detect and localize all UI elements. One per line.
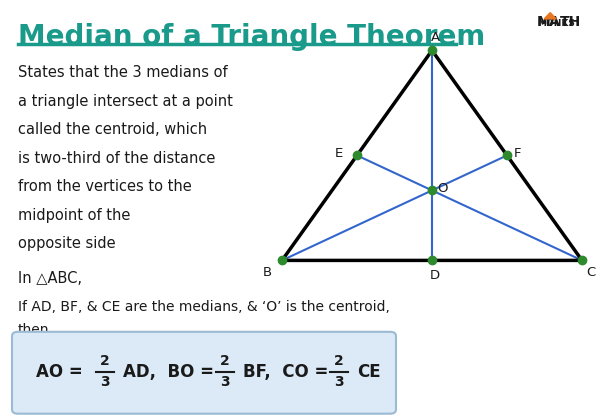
Text: 3: 3 [220, 375, 230, 389]
Text: In △ABC,: In △ABC, [18, 271, 82, 286]
Text: 3: 3 [334, 375, 344, 389]
Text: 2: 2 [220, 354, 230, 368]
Text: BF,  CO =: BF, CO = [243, 363, 334, 381]
Text: If AD, BF, & CE are the medians, & ‘O’ is the centroid,: If AD, BF, & CE are the medians, & ‘O’ i… [18, 300, 390, 314]
Text: A: A [430, 32, 440, 44]
Text: AO =: AO = [36, 363, 89, 381]
Text: opposite side: opposite side [18, 236, 116, 252]
Text: M: M [537, 15, 551, 29]
Text: a triangle intersect at a point: a triangle intersect at a point [18, 94, 233, 109]
Text: E: E [335, 147, 343, 160]
Text: States that the 3 medians of: States that the 3 medians of [18, 65, 227, 80]
Text: Median of a Triangle Theorem: Median of a Triangle Theorem [18, 23, 485, 51]
Text: C: C [586, 267, 596, 279]
Text: B: B [262, 267, 272, 279]
Text: then: then [18, 323, 49, 337]
Text: MONKS: MONKS [537, 19, 575, 28]
Text: A: A [549, 15, 560, 29]
Text: 2: 2 [334, 354, 344, 368]
Text: D: D [430, 269, 440, 281]
Text: called the centroid, which: called the centroid, which [18, 122, 207, 137]
Text: 2: 2 [100, 354, 110, 368]
Text: F: F [514, 147, 521, 160]
Text: AD,  BO =: AD, BO = [123, 363, 220, 381]
Text: midpoint of the: midpoint of the [18, 208, 130, 223]
FancyBboxPatch shape [12, 332, 396, 414]
Text: is two-third of the distance: is two-third of the distance [18, 151, 215, 166]
Text: 3: 3 [100, 375, 110, 389]
Text: CE: CE [357, 363, 380, 381]
Polygon shape [544, 13, 556, 19]
Text: TH: TH [560, 15, 581, 29]
Text: from the vertices to the: from the vertices to the [18, 179, 192, 194]
Text: O: O [437, 182, 448, 194]
